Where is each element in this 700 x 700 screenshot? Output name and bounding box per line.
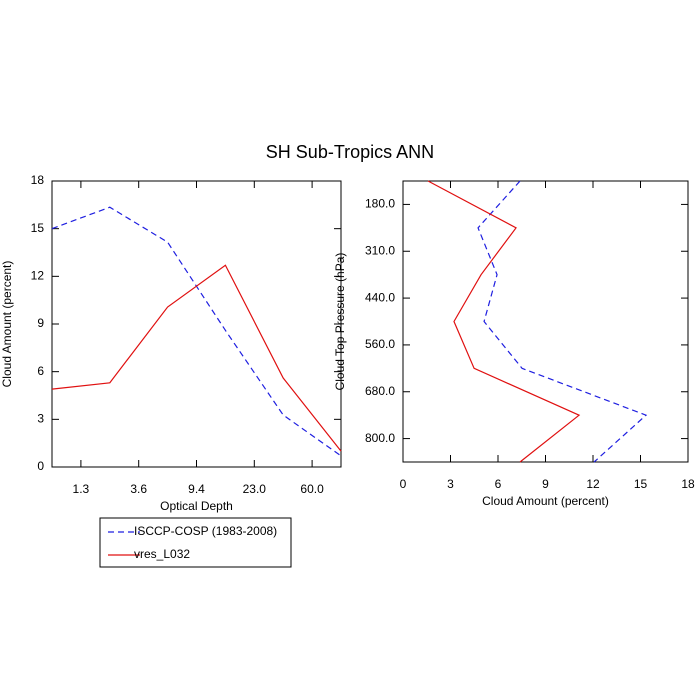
x-tick-label: 12 bbox=[586, 477, 600, 491]
y-tick-label: 12 bbox=[31, 269, 45, 283]
x-tick-label: 1.3 bbox=[73, 482, 90, 496]
series-line bbox=[427, 180, 581, 463]
x-tick-label: 15 bbox=[634, 477, 648, 491]
y-tick-label: 310.0 bbox=[365, 243, 395, 257]
x-tick-label: 3 bbox=[447, 477, 454, 491]
series-line bbox=[477, 180, 648, 463]
y-axis-title: Cloud Top Pressure (hPa) bbox=[333, 253, 347, 391]
y-tick-label: 3 bbox=[37, 412, 44, 426]
y-tick-label: 9 bbox=[37, 316, 44, 330]
x-tick-label: 60.0 bbox=[300, 482, 324, 496]
x-tick-label: 9 bbox=[542, 477, 549, 491]
x-tick-label: 3.6 bbox=[130, 482, 147, 496]
y-tick-label: 6 bbox=[37, 364, 44, 378]
y-tick-label: 440.0 bbox=[365, 290, 395, 304]
legend-label: vres_L032 bbox=[134, 547, 190, 561]
y-tick-label: 0 bbox=[37, 459, 44, 473]
y-tick-label: 18 bbox=[31, 173, 45, 187]
y-tick-label: 680.0 bbox=[365, 384, 395, 398]
x-axis-title: Cloud Amount (percent) bbox=[482, 494, 609, 508]
x-tick-label: 6 bbox=[495, 477, 502, 491]
x-tick-label: 23.0 bbox=[243, 482, 267, 496]
x-axis-title: Optical Depth bbox=[160, 499, 233, 513]
legend-box bbox=[99, 517, 292, 568]
y-tick-label: 15 bbox=[31, 221, 45, 235]
series-line bbox=[51, 264, 342, 452]
figure-title: SH Sub-Tropics ANN bbox=[266, 142, 434, 162]
legend-label: ISCCP-COSP (1983-2008) bbox=[134, 524, 277, 538]
y-tick-label: 180.0 bbox=[365, 197, 395, 211]
x-tick-label: 18 bbox=[681, 477, 695, 491]
x-tick-label: 0 bbox=[400, 477, 407, 491]
y-tick-label: 800.0 bbox=[365, 431, 395, 445]
y-axis-title: Cloud Amount (percent) bbox=[0, 261, 14, 388]
y-tick-label: 560.0 bbox=[365, 337, 395, 351]
x-tick-label: 9.4 bbox=[188, 482, 205, 496]
